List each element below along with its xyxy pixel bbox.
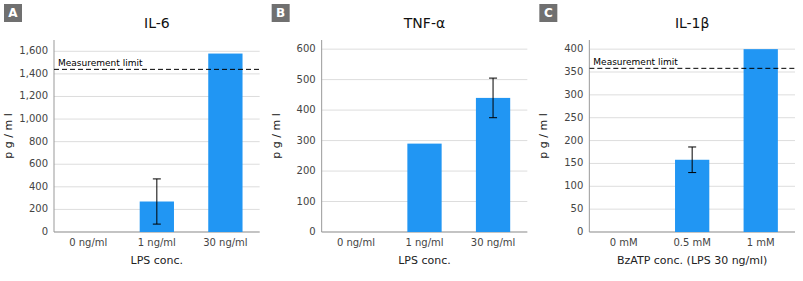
panel-label: A (8, 6, 18, 20)
y-tick-label: 300 (297, 135, 316, 146)
x-tick-label: 0 mM (610, 237, 638, 248)
y-tick-label: 400 (564, 43, 583, 54)
y-tick-label: 1,000 (19, 113, 48, 124)
bar (208, 54, 242, 232)
grid-line (322, 79, 528, 80)
y-tick-label: 1,600 (19, 45, 48, 56)
figure: 0 200 400 600 800 1,000 1,200 1,400 1,600 A Measur… (0, 0, 803, 281)
grid-line (322, 49, 528, 50)
y-axis-label: p g / m l (270, 113, 283, 158)
y-tick-label: 0 (577, 226, 583, 237)
y-axis-label: p g / m l (537, 113, 550, 158)
error-cap (153, 224, 161, 225)
y-tick-label: 600 (297, 43, 316, 54)
error-bar (688, 147, 696, 173)
x-axis-label: BzATP conc. (LPS 30 ng/ml) (617, 254, 767, 267)
x-tick-label: 1 mM (747, 237, 775, 248)
y-tick-label: 350 (564, 66, 583, 77)
panel-label-box (4, 4, 22, 22)
y-tick-label: 200 (564, 135, 583, 146)
y-axis-line (54, 40, 55, 232)
x-axis-label: LPS conc. (398, 254, 451, 267)
error-stem (156, 179, 157, 224)
error-cap (489, 78, 497, 79)
panel: 0 200 400 600 800 1,000 1,200 1,400 1,600 A Measur… (2, 4, 260, 267)
grid-line (54, 51, 260, 52)
marks (589, 49, 795, 232)
x-tick-label: 1 ng/ml (405, 237, 443, 248)
title: TNF-α (403, 15, 445, 31)
y-tick-label: 300 (564, 89, 583, 100)
measurement-limit-label: Measurement limit (58, 58, 143, 68)
y-tick-label: 0 (309, 226, 315, 237)
y-axis-label: p g / m l (2, 113, 15, 158)
measurement-limit-line (589, 68, 795, 69)
y-tick-label: 800 (29, 136, 48, 147)
panel-label: C (544, 6, 553, 20)
y-tick-label: 600 (29, 158, 48, 169)
y-tick-label: 0 (42, 226, 48, 237)
x-tick-label: 1 ng/ml (138, 237, 176, 248)
y-tick-label: 100 (564, 180, 583, 191)
y-tick-label: 250 (564, 112, 583, 123)
x-tick-label: 30 ng/ml (203, 237, 247, 248)
y-tick-label: 1,200 (19, 90, 48, 101)
measurement-limit-line (54, 69, 260, 70)
error-stem (493, 78, 494, 118)
panel: 0 50 100 150 200 250 300 350 400 C Measurement lim… (537, 4, 795, 267)
error-cap (688, 172, 696, 173)
y-axis-line (321, 40, 322, 232)
error-bar (489, 78, 497, 118)
y-tick-label: 100 (297, 196, 316, 207)
panel-label-box (272, 4, 290, 22)
bar (476, 98, 510, 232)
x-axis-label: LPS conc. (131, 254, 184, 267)
bar (407, 144, 441, 232)
marks (54, 54, 260, 232)
y-tick-label: 400 (297, 104, 316, 115)
y-tick-label: 500 (297, 74, 316, 85)
panel: 0 100 200 300 400 500 600 B 0 ng/ml 1 ng/ml 30 ng/… (270, 4, 528, 267)
error-cap (153, 178, 161, 179)
y-tick-label: 200 (29, 203, 48, 214)
marks (407, 78, 510, 232)
x-tick-label: 0 ng/ml (69, 237, 107, 248)
error-cap (688, 146, 696, 147)
bar (71, 232, 105, 233)
panel-label-box (539, 4, 557, 22)
bar (339, 232, 373, 233)
error-cap (489, 117, 497, 118)
title: IL-1β (675, 15, 710, 31)
x-tick-label: 0 ng/ml (337, 237, 375, 248)
y-tick-label: 1,400 (19, 68, 48, 79)
bar (606, 232, 640, 233)
y-tick-label: 50 (571, 203, 584, 214)
error-bar (153, 179, 161, 224)
y-tick-label: 400 (29, 181, 48, 192)
bar (744, 49, 778, 232)
y-tick-label: 150 (564, 157, 583, 168)
x-tick-label: 30 ng/ml (471, 237, 515, 248)
x-tick-label: 0.5 mM (673, 237, 710, 248)
measurement-limit-label: Measurement limit (593, 57, 678, 67)
error-stem (692, 147, 693, 173)
y-tick-label: 200 (297, 165, 316, 176)
panel-label: B (276, 6, 285, 20)
title: IL-6 (144, 15, 170, 31)
